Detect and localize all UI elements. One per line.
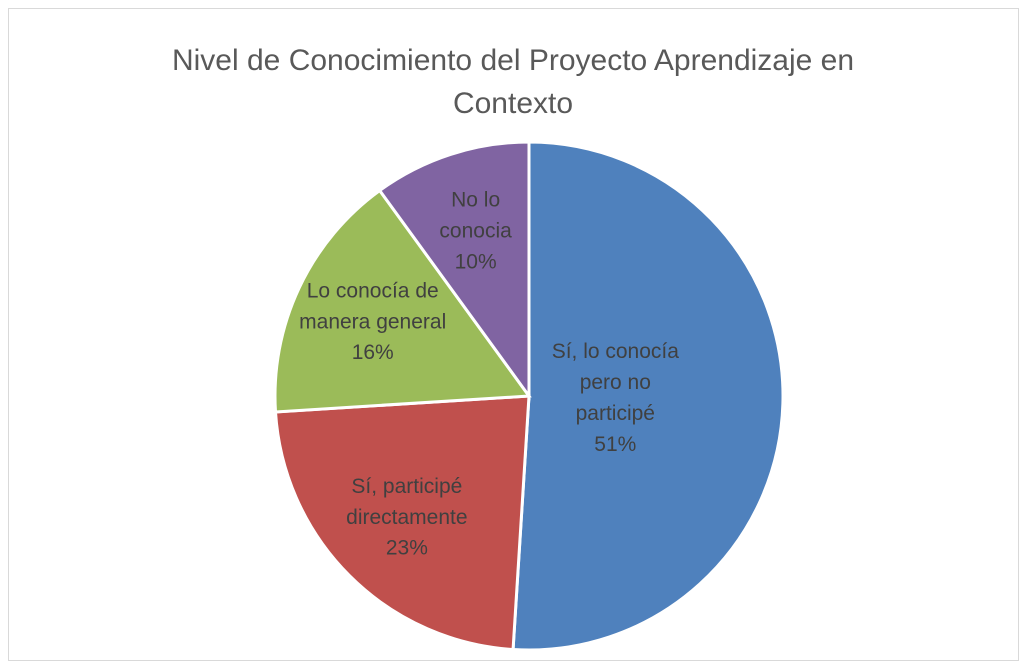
text-line: manera general — [299, 310, 446, 333]
value-label: 51% — [594, 433, 636, 456]
category-label: Sí, participé directamente — [346, 475, 467, 529]
pie-slice — [511, 140, 785, 652]
category-label: No lo conocia — [439, 188, 512, 242]
text-line: Nivel de Conocimiento del Proyecto Apren… — [172, 44, 854, 77]
category-label: Lo conocía de manera general — [299, 279, 446, 333]
text-line: Sí, lo conocía — [552, 340, 680, 363]
text-line: directamente — [346, 506, 467, 529]
text-line: pero no — [580, 371, 651, 394]
text-line: Sí, participé — [351, 475, 462, 498]
pie-slice — [273, 188, 532, 414]
text-line: Contexto — [453, 87, 573, 120]
text-line: Lo conocía de — [307, 279, 439, 302]
category-label: Sí, lo conocía pero no participé — [552, 340, 680, 425]
text-line: participé — [576, 402, 655, 425]
chart-title: Nivel de Conocimiento del Proyecto Apren… — [172, 44, 854, 120]
text-line: No lo — [451, 188, 500, 211]
text-line: conocia — [439, 219, 512, 242]
pie-slice — [377, 140, 531, 401]
value-label: 10% — [455, 250, 497, 273]
pie-slice — [273, 394, 531, 652]
value-label: 23% — [386, 537, 428, 560]
value-label: 16% — [352, 341, 394, 364]
